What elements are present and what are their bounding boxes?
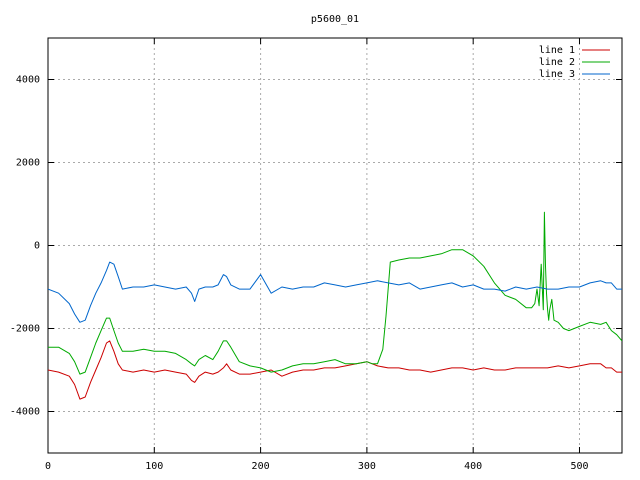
series-line-2: [48, 211, 622, 375]
y-tick-label: 2000: [16, 158, 40, 169]
y-tick-label: 4000: [16, 75, 40, 86]
y-tick-label: -2000: [10, 324, 40, 335]
x-tick-label: 500: [570, 461, 588, 472]
x-axis: 0 100 200 300 400 500: [45, 38, 589, 472]
x-tick-label: 100: [145, 461, 163, 472]
y-tick-label: -4000: [10, 407, 40, 418]
legend-label-2: line 2: [539, 57, 575, 68]
y-axis: -4000 -2000 0 2000 4000: [10, 75, 622, 418]
x-tick-label: 200: [252, 461, 270, 472]
legend-label-3: line 3: [539, 69, 575, 80]
x-tick-label: 0: [45, 461, 51, 472]
x-tick-label: 300: [358, 461, 376, 472]
y-tick-label: 0: [34, 241, 40, 252]
x-tick-label: 400: [464, 461, 482, 472]
series-layer: [48, 211, 622, 400]
legend-label-1: line 1: [539, 45, 575, 56]
series-line-3: [48, 261, 622, 323]
chart-title: p5600_01: [311, 14, 359, 25]
series-line-1: [48, 340, 622, 400]
grid: [48, 38, 622, 453]
